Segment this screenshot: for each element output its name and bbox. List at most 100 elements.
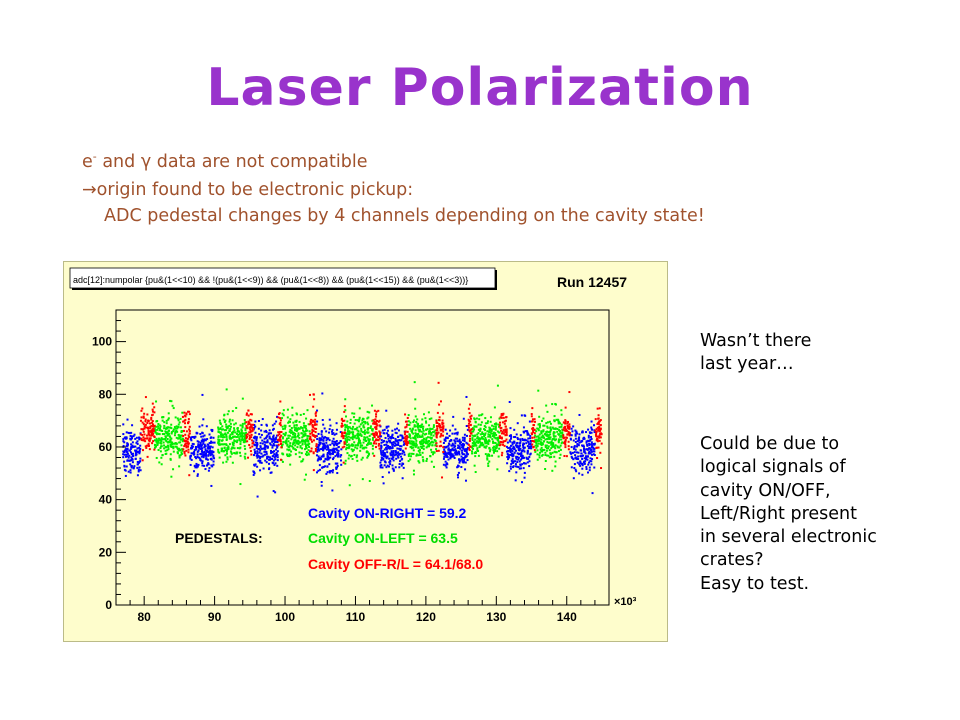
data-point [125, 444, 128, 447]
data-point [274, 440, 277, 443]
data-point [282, 427, 285, 430]
data-point [301, 427, 304, 430]
data-point [181, 440, 184, 443]
data-point [464, 455, 467, 458]
data-point [253, 423, 256, 426]
data-point [122, 423, 125, 426]
data-point [356, 447, 359, 450]
data-point [375, 442, 378, 445]
data-point [440, 432, 443, 435]
data-point [151, 420, 154, 423]
data-point [511, 447, 514, 450]
data-point [242, 435, 245, 438]
data-point [189, 463, 192, 466]
data-point [322, 460, 325, 463]
data-point [143, 412, 146, 415]
data-point [398, 466, 401, 469]
data-point [565, 428, 568, 431]
data-point [457, 450, 460, 453]
data-point [350, 448, 353, 451]
data-point [203, 453, 206, 456]
data-point [567, 432, 570, 435]
data-point [402, 443, 405, 446]
data-point [314, 434, 317, 437]
data-point [522, 443, 525, 446]
data-point [245, 437, 248, 440]
data-point [428, 443, 431, 446]
data-point [276, 434, 279, 437]
data-point [406, 416, 409, 419]
data-point [239, 443, 242, 446]
data-point [595, 446, 598, 449]
data-point [543, 424, 546, 427]
data-point [463, 436, 466, 439]
data-point [542, 424, 545, 427]
data-point [576, 445, 579, 448]
data-point [305, 451, 308, 454]
data-point [148, 422, 151, 425]
data-point [407, 460, 410, 463]
data-point [125, 453, 128, 456]
data-point [435, 445, 438, 448]
data-point [172, 407, 175, 410]
data-point [467, 422, 470, 425]
data-point [582, 438, 585, 441]
data-point [538, 451, 541, 454]
data-point [225, 425, 228, 428]
data-point [347, 443, 350, 446]
data-point [461, 446, 464, 449]
data-point [279, 439, 282, 442]
data-point [489, 427, 492, 430]
data-point [296, 428, 299, 431]
data-point [306, 409, 309, 412]
data-point [412, 473, 415, 476]
data-point [446, 456, 449, 459]
data-point [590, 435, 593, 438]
data-point [355, 427, 358, 430]
data-point [341, 417, 344, 420]
data-point [188, 432, 191, 435]
data-point [245, 426, 248, 429]
data-point [140, 409, 143, 412]
data-point [328, 471, 331, 474]
data-point [191, 445, 194, 448]
data-point [321, 447, 324, 450]
data-point [509, 448, 512, 451]
data-point [183, 445, 186, 448]
data-point [329, 443, 332, 446]
data-point [464, 454, 467, 457]
data-point [348, 426, 351, 429]
data-point [537, 442, 540, 445]
data-point [373, 440, 376, 443]
data-point [172, 430, 175, 433]
data-point [502, 412, 505, 415]
data-point [499, 416, 502, 419]
data-point [420, 430, 423, 433]
data-point [532, 431, 535, 434]
data-point [487, 465, 490, 468]
data-point [422, 413, 425, 416]
data-point [412, 449, 415, 452]
data-point [356, 434, 359, 437]
data-point [526, 445, 529, 448]
data-point [548, 441, 551, 444]
data-point [281, 436, 284, 439]
data-point [401, 437, 404, 440]
data-point [561, 432, 564, 435]
data-point [268, 437, 271, 440]
data-point [414, 415, 417, 418]
data-point [552, 442, 555, 445]
data-point [515, 457, 518, 460]
data-point [287, 434, 290, 437]
data-point [298, 420, 301, 423]
data-point [396, 440, 399, 443]
data-point [408, 433, 411, 436]
data-point [442, 452, 445, 455]
data-point [478, 418, 481, 421]
data-point [404, 447, 407, 450]
data-point [442, 427, 445, 430]
data-point [375, 427, 378, 430]
data-point [585, 440, 588, 443]
data-point [309, 437, 312, 440]
data-point [233, 447, 236, 450]
